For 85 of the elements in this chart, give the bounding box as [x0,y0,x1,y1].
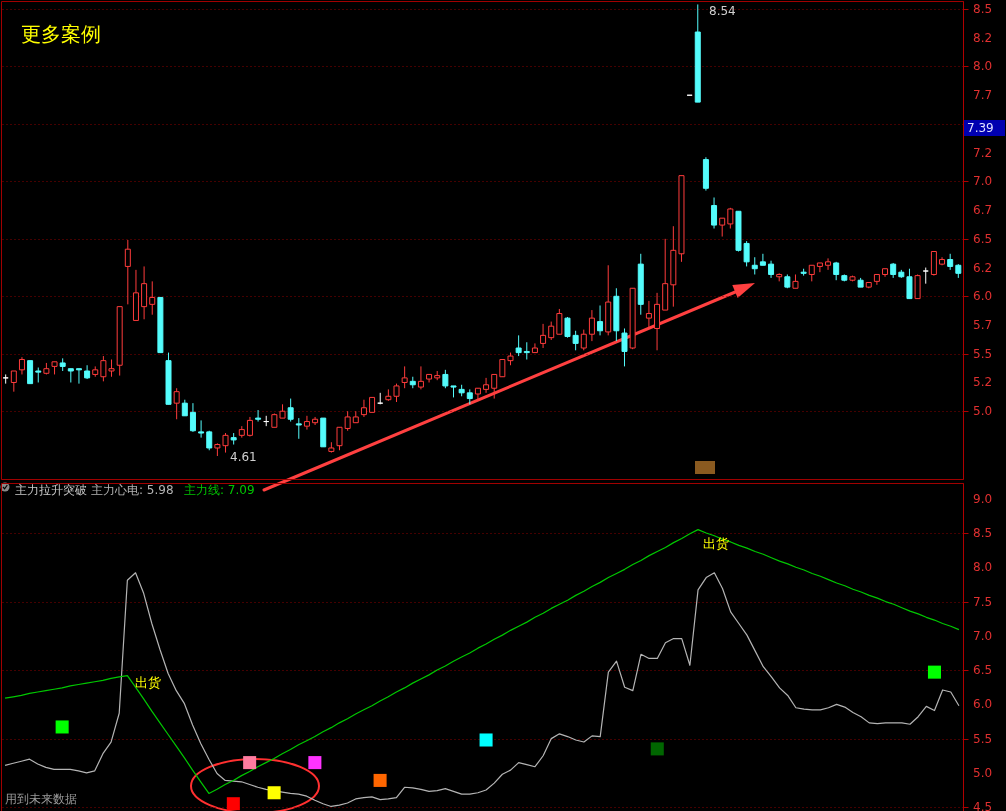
candlestick [360,399,367,418]
candlestick [588,309,595,342]
candlestick [906,268,913,300]
annotation: 出货 [135,675,161,690]
candlestick [548,321,555,341]
text: 7.39 [967,121,994,135]
candlestick [27,360,34,385]
y-tick-label: 5.5 [973,731,993,746]
point [479,733,493,747]
y-tick-label: 7.0 [973,174,993,189]
point [927,665,941,679]
point [243,756,257,770]
point [308,756,322,770]
y-tick-label: 6.7 [973,203,993,218]
line-series [4,572,960,808]
chart-title: 主力拉升突破 [15,483,87,497]
candlestick [255,409,262,423]
candlestick [344,410,351,432]
y-tick-label: 4.5 [973,800,993,811]
y-tick-label: 8.2 [973,30,993,45]
y-tick-label: 5.5 [973,346,993,361]
point [373,773,387,787]
y-tick-label: 7.7 [973,88,993,103]
line-series [4,529,960,795]
candlestick [10,370,17,393]
annotation: 用到未来数据 [5,792,77,806]
candlestick [75,368,82,385]
y-tick-label: 7.5 [973,594,993,609]
candlestick [483,377,490,394]
y-tick-label: 7.0 [973,628,993,643]
candlestick [312,416,319,426]
candlestick [303,415,310,431]
candlestick [540,323,547,349]
y-tick-label: 5.2 [973,375,993,390]
annotation: 4.61 [230,450,257,464]
candlestick [198,419,205,439]
y-tick-label: 6.0 [973,289,993,304]
annotation: 出货 [703,536,729,551]
text: 主力心电: 5.98 [91,483,174,497]
candlestick [621,327,628,367]
text: 主力线: 7.09 [184,483,255,497]
candlestick [825,257,832,271]
y-tick-label: 8.5 [973,526,993,541]
y-tick-label: 8.0 [973,560,993,575]
candlestick [189,402,196,433]
point [226,797,240,811]
candlestick [149,280,156,316]
y-tick-label: 8.5 [973,2,993,17]
annotation: 更多案例 [21,22,101,46]
point [650,742,664,756]
candlestick [580,329,587,351]
candlestick [141,265,148,320]
candlestick [401,365,408,389]
candlestick [515,334,522,357]
candlestick [523,341,530,360]
candlestick [711,196,718,230]
candlestick [914,273,921,300]
y-tick-label: 6.0 [973,697,993,712]
y-tick-label: 6.2 [973,260,993,275]
y-tick-label: 8.0 [973,59,993,74]
candlestick [173,387,180,420]
candlestick [930,250,937,277]
candlestick [719,217,726,238]
candlestick [417,365,424,390]
y-tick-label: 5.7 [973,318,993,333]
candlestick [336,426,343,451]
candlestick [295,417,302,440]
candlestick [645,300,652,329]
candlestick [491,373,498,400]
candlestick [287,398,294,423]
y-tick-label: 6.5 [973,663,993,678]
point [55,720,69,734]
candlestick [556,308,563,335]
candlestick [474,387,481,401]
candlestick [759,253,766,266]
y-tick-label: 9.0 [973,491,993,506]
y-tick-label: 7.2 [973,145,993,160]
y-tick-label: 5.0 [973,404,993,419]
candlestick [597,305,604,336]
candlestick [816,262,823,273]
y-tick-label: 5.0 [973,765,993,780]
candlestick [124,239,131,305]
y-tick-label: 6.5 [973,231,993,246]
point [267,786,281,800]
annotation: 8.54 [709,4,736,18]
